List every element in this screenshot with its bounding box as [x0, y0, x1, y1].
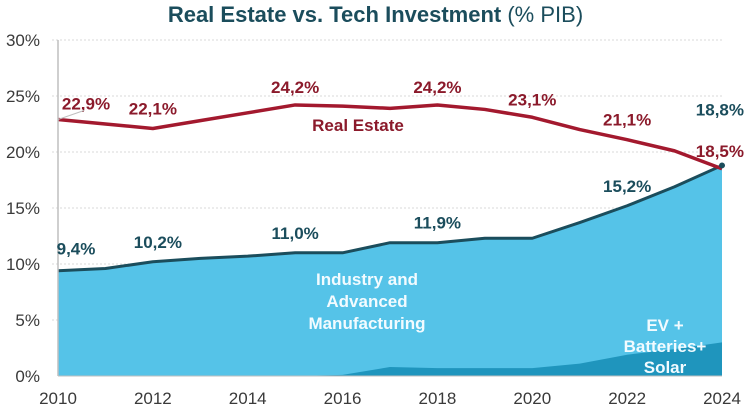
- real-estate-data-label: 23,1%: [508, 90, 556, 109]
- real-estate-data-label: 21,1%: [603, 111, 651, 130]
- area-layer: [58, 165, 722, 376]
- x-tick-label: 2018: [419, 389, 457, 408]
- real-estate-data-label: 22,9%: [62, 95, 110, 114]
- industry-series-label: Advanced: [326, 292, 407, 311]
- leader-line: [57, 110, 85, 120]
- x-tick-label: 2012: [134, 389, 172, 408]
- y-tick-label: 0%: [15, 367, 40, 386]
- y-tick-label: 10%: [6, 255, 40, 274]
- x-tick-label: 2022: [608, 389, 646, 408]
- x-tick-label: 2024: [703, 389, 741, 408]
- industry-area: [58, 165, 722, 376]
- real-estate-data-label: 24,2%: [413, 78, 461, 97]
- y-tick-label: 20%: [6, 143, 40, 162]
- tech-data-label: 11,0%: [272, 224, 319, 243]
- end-point-marker: [719, 162, 725, 169]
- tech-data-label: 10,2%: [134, 233, 182, 252]
- industry-line: [57, 164, 723, 273]
- tech-data-label: 11,9%: [414, 214, 461, 233]
- ev-series-label: Batteries+: [624, 337, 707, 356]
- y-tick-label: 30%: [6, 31, 40, 50]
- data-labels: 22,9% 22,1% 24,2% 24,2% 23,1% 21,1% 18,5% 9,4% 1…: [57, 78, 744, 377]
- real-estate-series-label: Real Estate: [312, 116, 404, 135]
- y-tick-label: 5%: [15, 311, 40, 330]
- x-tick-label: 2016: [324, 389, 362, 408]
- x-tick-label: 2010: [39, 389, 77, 408]
- ev-batteries-solar-area: [58, 342, 722, 376]
- x-tick-label: 2020: [513, 389, 551, 408]
- chart-title: Real Estate vs. Tech Investment (% PIB): [0, 2, 751, 28]
- tech-data-label: 18,8%: [696, 100, 744, 119]
- chart-title-main: Real Estate vs. Tech Investment: [167, 2, 502, 27]
- line-layer: [57, 103, 725, 273]
- industry-series-label: Manufacturing: [308, 314, 425, 333]
- ev-series-label: Solar: [644, 358, 687, 377]
- chart-title-unit: (% PIB): [507, 2, 584, 27]
- industry-series-label: Industry and: [316, 270, 418, 289]
- ev-series-label: EV +: [646, 316, 683, 335]
- real-estate-data-label: 18,5%: [696, 142, 744, 161]
- x-tick-label: 2014: [229, 389, 267, 408]
- y-tick-label: 15%: [6, 199, 40, 218]
- tech-data-label: 9,4%: [57, 240, 96, 259]
- real-estate-data-label: 24,2%: [271, 78, 319, 97]
- y-tick-label: 25%: [6, 87, 40, 106]
- real-estate-data-label: 22,1%: [129, 99, 177, 118]
- real-estate-line: [57, 103, 723, 171]
- axes: 0% 5% 10% 15% 20% 25% 30% 2010 2012 2014 2016 2018 2…: [6, 31, 741, 408]
- tech-data-label: 15,2%: [603, 177, 651, 196]
